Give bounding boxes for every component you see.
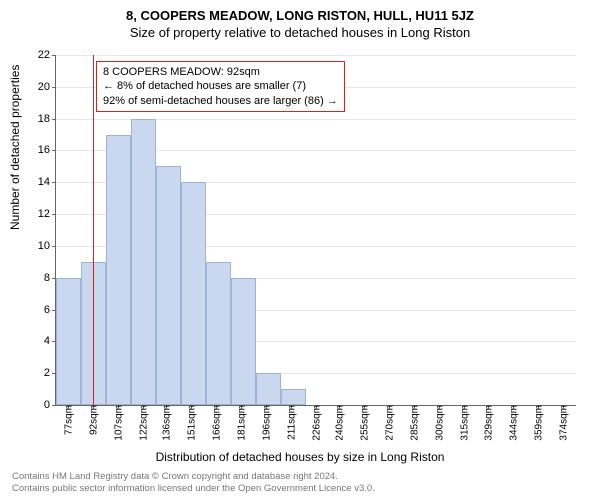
xtick-label: 285sqm [408, 405, 421, 441]
xtick-label: 196sqm [260, 405, 273, 441]
annotation-line: ← 8% of detached houses are smaller (7) [103, 79, 338, 93]
y-axis-label: Number of detached properties [8, 65, 22, 230]
xtick-label: 255sqm [358, 405, 371, 441]
attribution-footer: Contains HM Land Registry data © Crown c… [12, 471, 375, 494]
ytick-label: 18 [38, 113, 56, 125]
ytick-label: 0 [44, 399, 56, 411]
ytick-label: 2 [44, 367, 56, 379]
ytick-label: 8 [44, 272, 56, 284]
xtick-label: 300sqm [433, 405, 446, 441]
histogram-bar [106, 135, 131, 405]
ytick-label: 16 [38, 144, 56, 156]
xtick-label: 136sqm [160, 405, 173, 441]
ytick-label: 6 [44, 304, 56, 316]
xtick-label: 122sqm [136, 405, 149, 441]
xtick-label: 270sqm [383, 405, 396, 441]
xtick-label: 181sqm [235, 405, 248, 441]
annotation-line: 8 COOPERS MEADOW: 92sqm [103, 65, 338, 79]
histogram-bar [56, 278, 81, 405]
xtick-label: 107sqm [111, 405, 124, 441]
xtick-label: 344sqm [506, 405, 519, 441]
ytick-label: 22 [38, 49, 56, 61]
xtick-label: 329sqm [481, 405, 494, 441]
ytick-label: 10 [38, 240, 56, 252]
annotation-box: 8 COOPERS MEADOW: 92sqm← 8% of detached … [96, 61, 345, 112]
chart-container: 8, COOPERS MEADOW, LONG RISTON, HULL, HU… [0, 0, 600, 500]
histogram-bar [281, 389, 306, 405]
histogram-bar [156, 166, 181, 405]
xtick-label: 92sqm [86, 405, 99, 435]
ytick-label: 4 [44, 335, 56, 347]
xtick-label: 315sqm [458, 405, 471, 441]
xtick-label: 77sqm [61, 405, 74, 435]
ytick-label: 12 [38, 208, 56, 220]
histogram-bar [206, 262, 231, 405]
xtick-label: 359sqm [531, 405, 544, 441]
footer-line: Contains HM Land Registry data © Crown c… [12, 471, 375, 482]
footer-line: Contains public sector information licen… [12, 483, 375, 494]
histogram-bar [256, 373, 281, 405]
page-title: 8, COOPERS MEADOW, LONG RISTON, HULL, HU… [0, 0, 600, 23]
xtick-label: 226sqm [310, 405, 323, 441]
ytick-label: 14 [38, 176, 56, 188]
reference-line [93, 55, 94, 405]
plot-area: 02468101214161820228 COOPERS MEADOW: 92s… [55, 55, 576, 406]
xtick-label: 211sqm [285, 405, 298, 440]
gridline [56, 55, 576, 56]
xtick-label: 374sqm [556, 405, 569, 441]
annotation-line: 92% of semi-detached houses are larger (… [103, 94, 338, 108]
page-subtitle: Size of property relative to detached ho… [0, 23, 600, 40]
histogram-bar [231, 278, 256, 405]
histogram-bar [131, 119, 156, 405]
xtick-label: 166sqm [210, 405, 223, 441]
xtick-label: 240sqm [333, 405, 346, 441]
xtick-label: 151sqm [185, 405, 198, 441]
x-axis-label: Distribution of detached houses by size … [0, 450, 600, 464]
histogram-bar [181, 182, 206, 405]
ytick-label: 20 [38, 81, 56, 93]
